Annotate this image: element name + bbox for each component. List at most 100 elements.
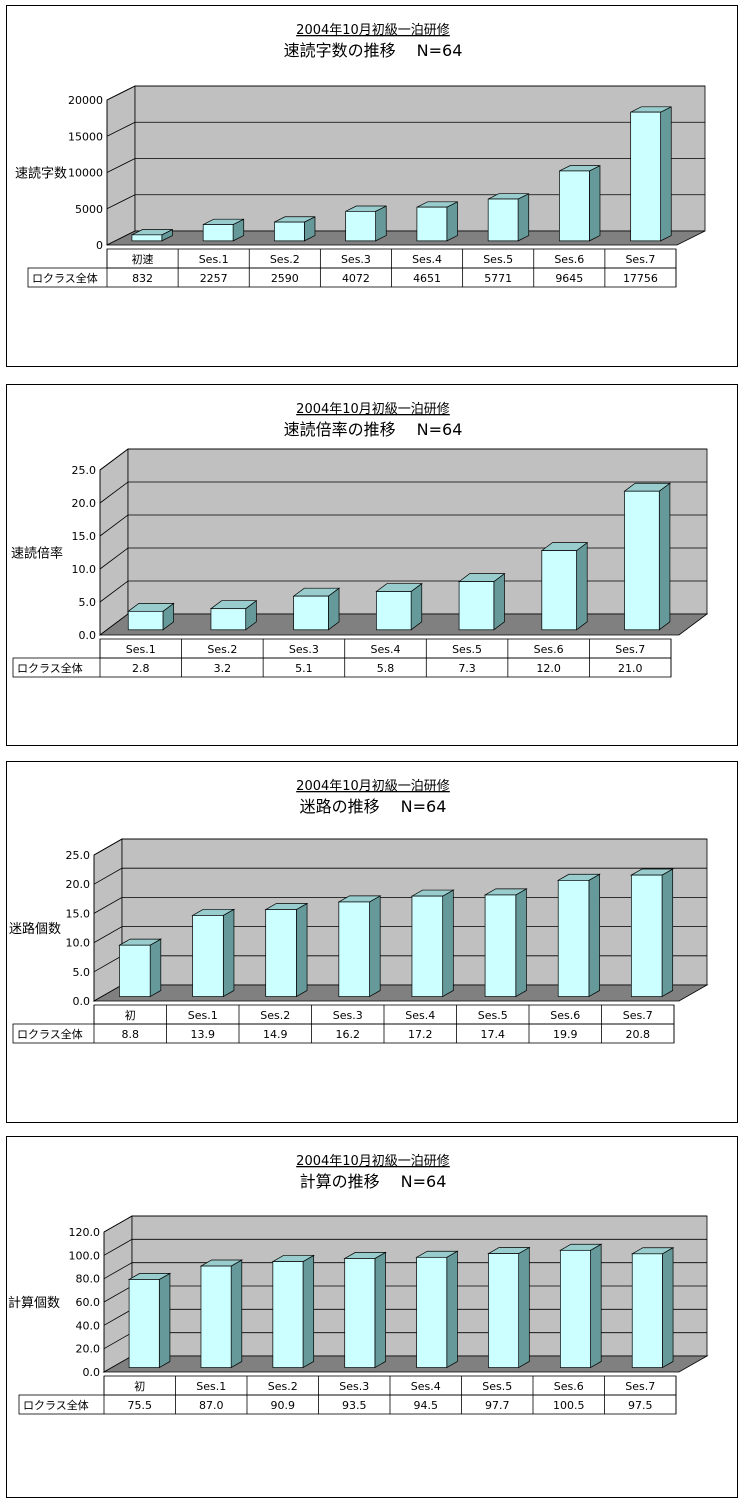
bar bbox=[338, 901, 370, 997]
chart-subtitle: 2004年10月初級一泊研修 bbox=[296, 779, 450, 794]
x-tick-label: Ses.7 bbox=[625, 253, 655, 266]
x-tick-label: 初 bbox=[125, 1008, 136, 1022]
x-tick-label: Ses.2 bbox=[268, 1380, 298, 1393]
y-tick-label: 80.0 bbox=[76, 1273, 101, 1286]
bar bbox=[458, 581, 495, 631]
bar bbox=[265, 909, 297, 997]
bar-side bbox=[518, 1246, 530, 1369]
chart-title: 速読字数の推移 N=64 bbox=[284, 41, 463, 60]
x-tick-label: Ses.3 bbox=[333, 1009, 363, 1022]
chart-subtitle: 2004年10月初級一泊研修 bbox=[296, 1154, 450, 1169]
chart-subtitle: 2004年10月初級一泊研修 bbox=[296, 402, 450, 417]
side-wall bbox=[99, 448, 129, 636]
y-axis-label: 迷路個数 bbox=[9, 921, 61, 937]
x-tick-label: Ses.6 bbox=[554, 1380, 584, 1393]
bar bbox=[192, 915, 224, 997]
x-tick-label: 初 bbox=[134, 1379, 145, 1393]
bar-side bbox=[588, 165, 601, 242]
series-label: ロクラス全体 bbox=[17, 661, 83, 675]
data-label: 16.2 bbox=[336, 1028, 361, 1041]
data-label: 5.8 bbox=[377, 662, 395, 675]
gridline bbox=[106, 158, 705, 173]
bar-side bbox=[158, 1272, 171, 1369]
data-label: 2590 bbox=[271, 272, 299, 285]
y-tick-label: 0 bbox=[96, 239, 103, 252]
bar-side bbox=[296, 902, 308, 998]
bar-side bbox=[149, 938, 162, 998]
x-tick-label: Ses.1 bbox=[199, 253, 229, 266]
gridline bbox=[99, 580, 707, 603]
bar-side bbox=[493, 572, 505, 631]
y-tick-label: 20000 bbox=[68, 94, 103, 107]
x-tick-label: Ses.5 bbox=[482, 1380, 512, 1393]
bar bbox=[376, 591, 412, 631]
x-tick-label: Ses.1 bbox=[188, 1009, 218, 1022]
data-label: 5.1 bbox=[295, 662, 313, 675]
data-label: 4072 bbox=[342, 272, 370, 285]
bar-side bbox=[230, 1259, 243, 1369]
data-label: 90.9 bbox=[271, 1399, 296, 1412]
gridline bbox=[106, 85, 705, 101]
x-tick-label: Ses.6 bbox=[550, 1009, 580, 1022]
data-label: 7.3 bbox=[458, 662, 476, 675]
y-axis-label: 速読字数 bbox=[15, 166, 67, 182]
y-tick-label: 5000 bbox=[75, 203, 103, 216]
x-tick-label: Ses.4 bbox=[411, 1380, 441, 1393]
data-label: 5771 bbox=[484, 272, 512, 285]
chart-title: 計算の推移 N=64 bbox=[300, 1172, 447, 1191]
series-label: ロクラス全体 bbox=[32, 271, 98, 285]
bar-side bbox=[374, 1251, 386, 1369]
bar bbox=[345, 211, 376, 242]
x-tick-label: Ses.5 bbox=[483, 253, 513, 266]
data-label: 3.2 bbox=[214, 662, 232, 675]
x-tick-label: Ses.2 bbox=[270, 253, 300, 266]
x-tick-label: Ses.2 bbox=[207, 643, 237, 656]
y-tick-label: 15.0 bbox=[72, 530, 97, 543]
bar-side bbox=[442, 889, 454, 998]
y-axis-label: 計算個数 bbox=[8, 1295, 60, 1311]
gridline bbox=[106, 121, 705, 137]
y-tick-label: 120.0 bbox=[69, 1226, 101, 1239]
gridline bbox=[93, 838, 707, 856]
data-label: 20.8 bbox=[626, 1028, 651, 1041]
bar-side bbox=[222, 908, 235, 998]
y-tick-label: 10.0 bbox=[72, 563, 97, 576]
bar bbox=[344, 1258, 376, 1368]
x-tick-label: Ses.3 bbox=[289, 643, 319, 656]
gridline bbox=[99, 448, 707, 471]
data-label: 8.8 bbox=[122, 1028, 140, 1041]
data-label: 2257 bbox=[200, 272, 228, 285]
y-tick-label: 10.0 bbox=[66, 937, 91, 950]
bar-side bbox=[302, 1254, 315, 1369]
data-label: 17756 bbox=[623, 272, 658, 285]
bar bbox=[416, 206, 448, 242]
bar-side bbox=[662, 1247, 674, 1369]
bar bbox=[293, 595, 329, 631]
bar bbox=[487, 198, 519, 242]
y-tick-label: 40.0 bbox=[76, 1319, 101, 1332]
gridline bbox=[103, 1238, 707, 1256]
y-tick-label: 25.0 bbox=[66, 849, 91, 862]
bar-side bbox=[658, 482, 671, 631]
y-tick-label: 0.0 bbox=[79, 629, 97, 642]
x-tick-label: Ses.2 bbox=[260, 1009, 290, 1022]
y-tick-label: 60.0 bbox=[76, 1296, 101, 1309]
bar-side bbox=[369, 895, 381, 998]
y-tick-label: 20.0 bbox=[76, 1343, 101, 1356]
bar bbox=[630, 111, 661, 242]
y-tick-label: 5.0 bbox=[79, 596, 97, 609]
y-tick-label: 10000 bbox=[68, 167, 103, 180]
data-label: 97.5 bbox=[628, 1399, 653, 1412]
series-label: ロクラス全体 bbox=[17, 1027, 83, 1041]
y-tick-label: 15000 bbox=[68, 130, 103, 143]
bar bbox=[630, 874, 663, 997]
bar bbox=[128, 1279, 160, 1368]
data-label: 97.7 bbox=[485, 1399, 510, 1412]
x-tick-label: Ses.6 bbox=[554, 253, 584, 266]
chart-panel-reading-chars: 2004年10月初級一泊研修 速読字数の推移 N=64 0 5000 10000 1500… bbox=[6, 5, 738, 367]
gridline bbox=[99, 547, 707, 570]
data-label: 19.9 bbox=[553, 1028, 578, 1041]
x-tick-label: Ses.1 bbox=[126, 643, 156, 656]
